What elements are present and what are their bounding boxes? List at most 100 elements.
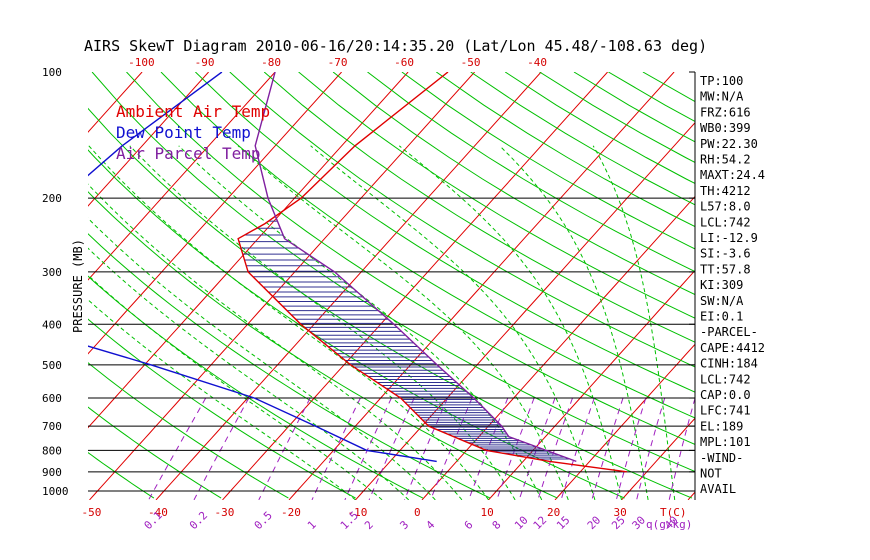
- temp-axis-unit: T(C): [660, 506, 687, 519]
- index-label: LI:-12.9: [700, 231, 758, 245]
- mixing-ratio-label: 20: [585, 514, 604, 533]
- bottom-temp-tick-label: 0: [414, 506, 421, 519]
- dry-adiabat-line: [88, 275, 424, 499]
- chart-title: AIRS SkewT Diagram 2010-06-16/20:14:35.2…: [84, 37, 707, 55]
- moist-adiabat-line: [88, 145, 489, 500]
- isotherm-line: [222, 72, 608, 500]
- index-label: CINH:184: [700, 357, 758, 371]
- isotherm-line: [89, 72, 475, 500]
- cape-hatch: [238, 220, 570, 460]
- dry-adiabat-line: [88, 233, 491, 499]
- mixing-ratio-label: 6: [462, 518, 476, 532]
- bottom-temp-tick-label: -30: [215, 506, 235, 519]
- isotherm-line: [0, 72, 9, 500]
- pressure-tick-label: 400: [42, 318, 62, 331]
- top-temp-tick-label: -60: [394, 56, 414, 69]
- dry-adiabat-line: [88, 451, 155, 499]
- mixing-ratio-line: [258, 397, 311, 500]
- isotherm-line: [755, 72, 870, 500]
- dry-adiabat-line: [195, 72, 695, 393]
- isotherm-line: [0, 72, 76, 500]
- mixing-ratio-label: 3: [397, 518, 411, 532]
- mixing-ratio-line: [537, 397, 573, 500]
- mixing-ratio-line: [148, 397, 207, 500]
- top-temp-tick-label: -100: [128, 56, 155, 69]
- index-label: SI:-3.6: [700, 247, 751, 261]
- profiles: [88, 72, 627, 473]
- dry-adiabat-line: [401, 72, 695, 250]
- dry-adiabat-line: [332, 72, 695, 296]
- moist-adiabat-line: [88, 183, 463, 500]
- isotherm-line: [821, 72, 870, 500]
- mixing-ratio-label: 2: [362, 518, 376, 532]
- mixing-ratio-label: 4: [424, 518, 438, 532]
- moist-adiabat-line: [129, 145, 516, 500]
- dry-adiabat-line: [88, 362, 289, 499]
- mixing-ratio-line: [668, 397, 695, 500]
- index-label: TT:57.8: [700, 262, 751, 276]
- mixing-ratio-line: [615, 397, 647, 500]
- index-label: CAP:0.0: [700, 388, 751, 402]
- mixing-ratio-line: [368, 397, 415, 500]
- top-temp-tick-label: -90: [195, 56, 215, 69]
- top-temp-tick-label: -40: [527, 56, 547, 69]
- top-temp-tick-label: -70: [328, 56, 348, 69]
- mixing-ratio-label: 8: [490, 518, 504, 532]
- mixing-ratio-label: 0.5: [252, 509, 275, 532]
- dry-adiabat-line: [88, 406, 222, 499]
- parcel-line: [254, 72, 577, 463]
- mixing-ratio-line: [636, 397, 666, 500]
- index-label: CAPE:4412: [700, 341, 765, 355]
- legend-dewpoint: Dew Point Temp: [116, 123, 251, 142]
- bottom-temp-tick-label: 20: [547, 506, 560, 519]
- mixing-ratio-line: [468, 397, 509, 500]
- index-label: L57:8.0: [700, 200, 751, 214]
- dewpoint-line: [88, 72, 437, 463]
- mixing-ratio-label: 10: [512, 514, 531, 533]
- top-temp-tick-label: -80: [261, 56, 281, 69]
- mixing-ratio-label: 0.2: [187, 509, 210, 532]
- index-label: TH:4212: [700, 184, 751, 198]
- dry-adiabat-line: [91, 72, 695, 473]
- dry-adiabat-line: [88, 318, 356, 499]
- dry-adiabat-line: [263, 72, 695, 343]
- pressure-tick-label: 900: [42, 466, 62, 479]
- isotherm-line: [88, 72, 342, 355]
- y-axis-label: PRESSURE (MB): [71, 239, 85, 333]
- bottom-temp-tick-label: -20: [281, 506, 301, 519]
- mixing-ratio-line: [311, 397, 361, 500]
- dry-adiabat-line: [229, 72, 695, 368]
- pressure-tick-label: 100: [42, 66, 62, 79]
- pressure-tick-label: 600: [42, 392, 62, 405]
- mixing-ratio-line: [518, 397, 556, 500]
- dry-adiabat-line: [298, 72, 695, 319]
- pressure-tick-label: 700: [42, 420, 62, 433]
- index-label: MW:N/A: [700, 90, 744, 104]
- isotherm-line: [488, 269, 695, 500]
- mixing-ratio-line: [344, 397, 392, 500]
- bottom-temp-tick-label: -10: [348, 506, 368, 519]
- moist-adiabat-line: [592, 145, 676, 500]
- index-label: MPL:101: [700, 435, 751, 449]
- isotherm-line: [88, 72, 409, 429]
- mixing-ratio-label: 1: [305, 518, 319, 532]
- dry-adiabat-line: [160, 72, 695, 419]
- index-label: TP:100: [700, 74, 743, 88]
- isotherm-line: [155, 72, 542, 500]
- index-label: EI:0.1: [700, 310, 743, 324]
- mixing-ratio-line: [193, 397, 250, 500]
- mixing-ratio-line: [591, 397, 624, 500]
- index-label: KI:309: [700, 278, 743, 292]
- index-label: MAXT:24.4: [700, 168, 765, 182]
- top-temp-tick-label: -50: [461, 56, 481, 69]
- mixing-ratio-line: [430, 397, 473, 500]
- index-label: PW:22.30: [700, 137, 758, 151]
- legend-parcel: Air Parcel Temp: [116, 144, 261, 163]
- bottom-temp-tick-label: 10: [481, 506, 494, 519]
- pressure-tick-label: 300: [42, 266, 62, 279]
- isotherm-line: [621, 417, 695, 500]
- index-label: LFC:741: [700, 404, 751, 418]
- pressure-tick-label: 500: [42, 359, 62, 372]
- index-label: EL:189: [700, 419, 743, 433]
- index-label: LCL:742: [700, 215, 751, 229]
